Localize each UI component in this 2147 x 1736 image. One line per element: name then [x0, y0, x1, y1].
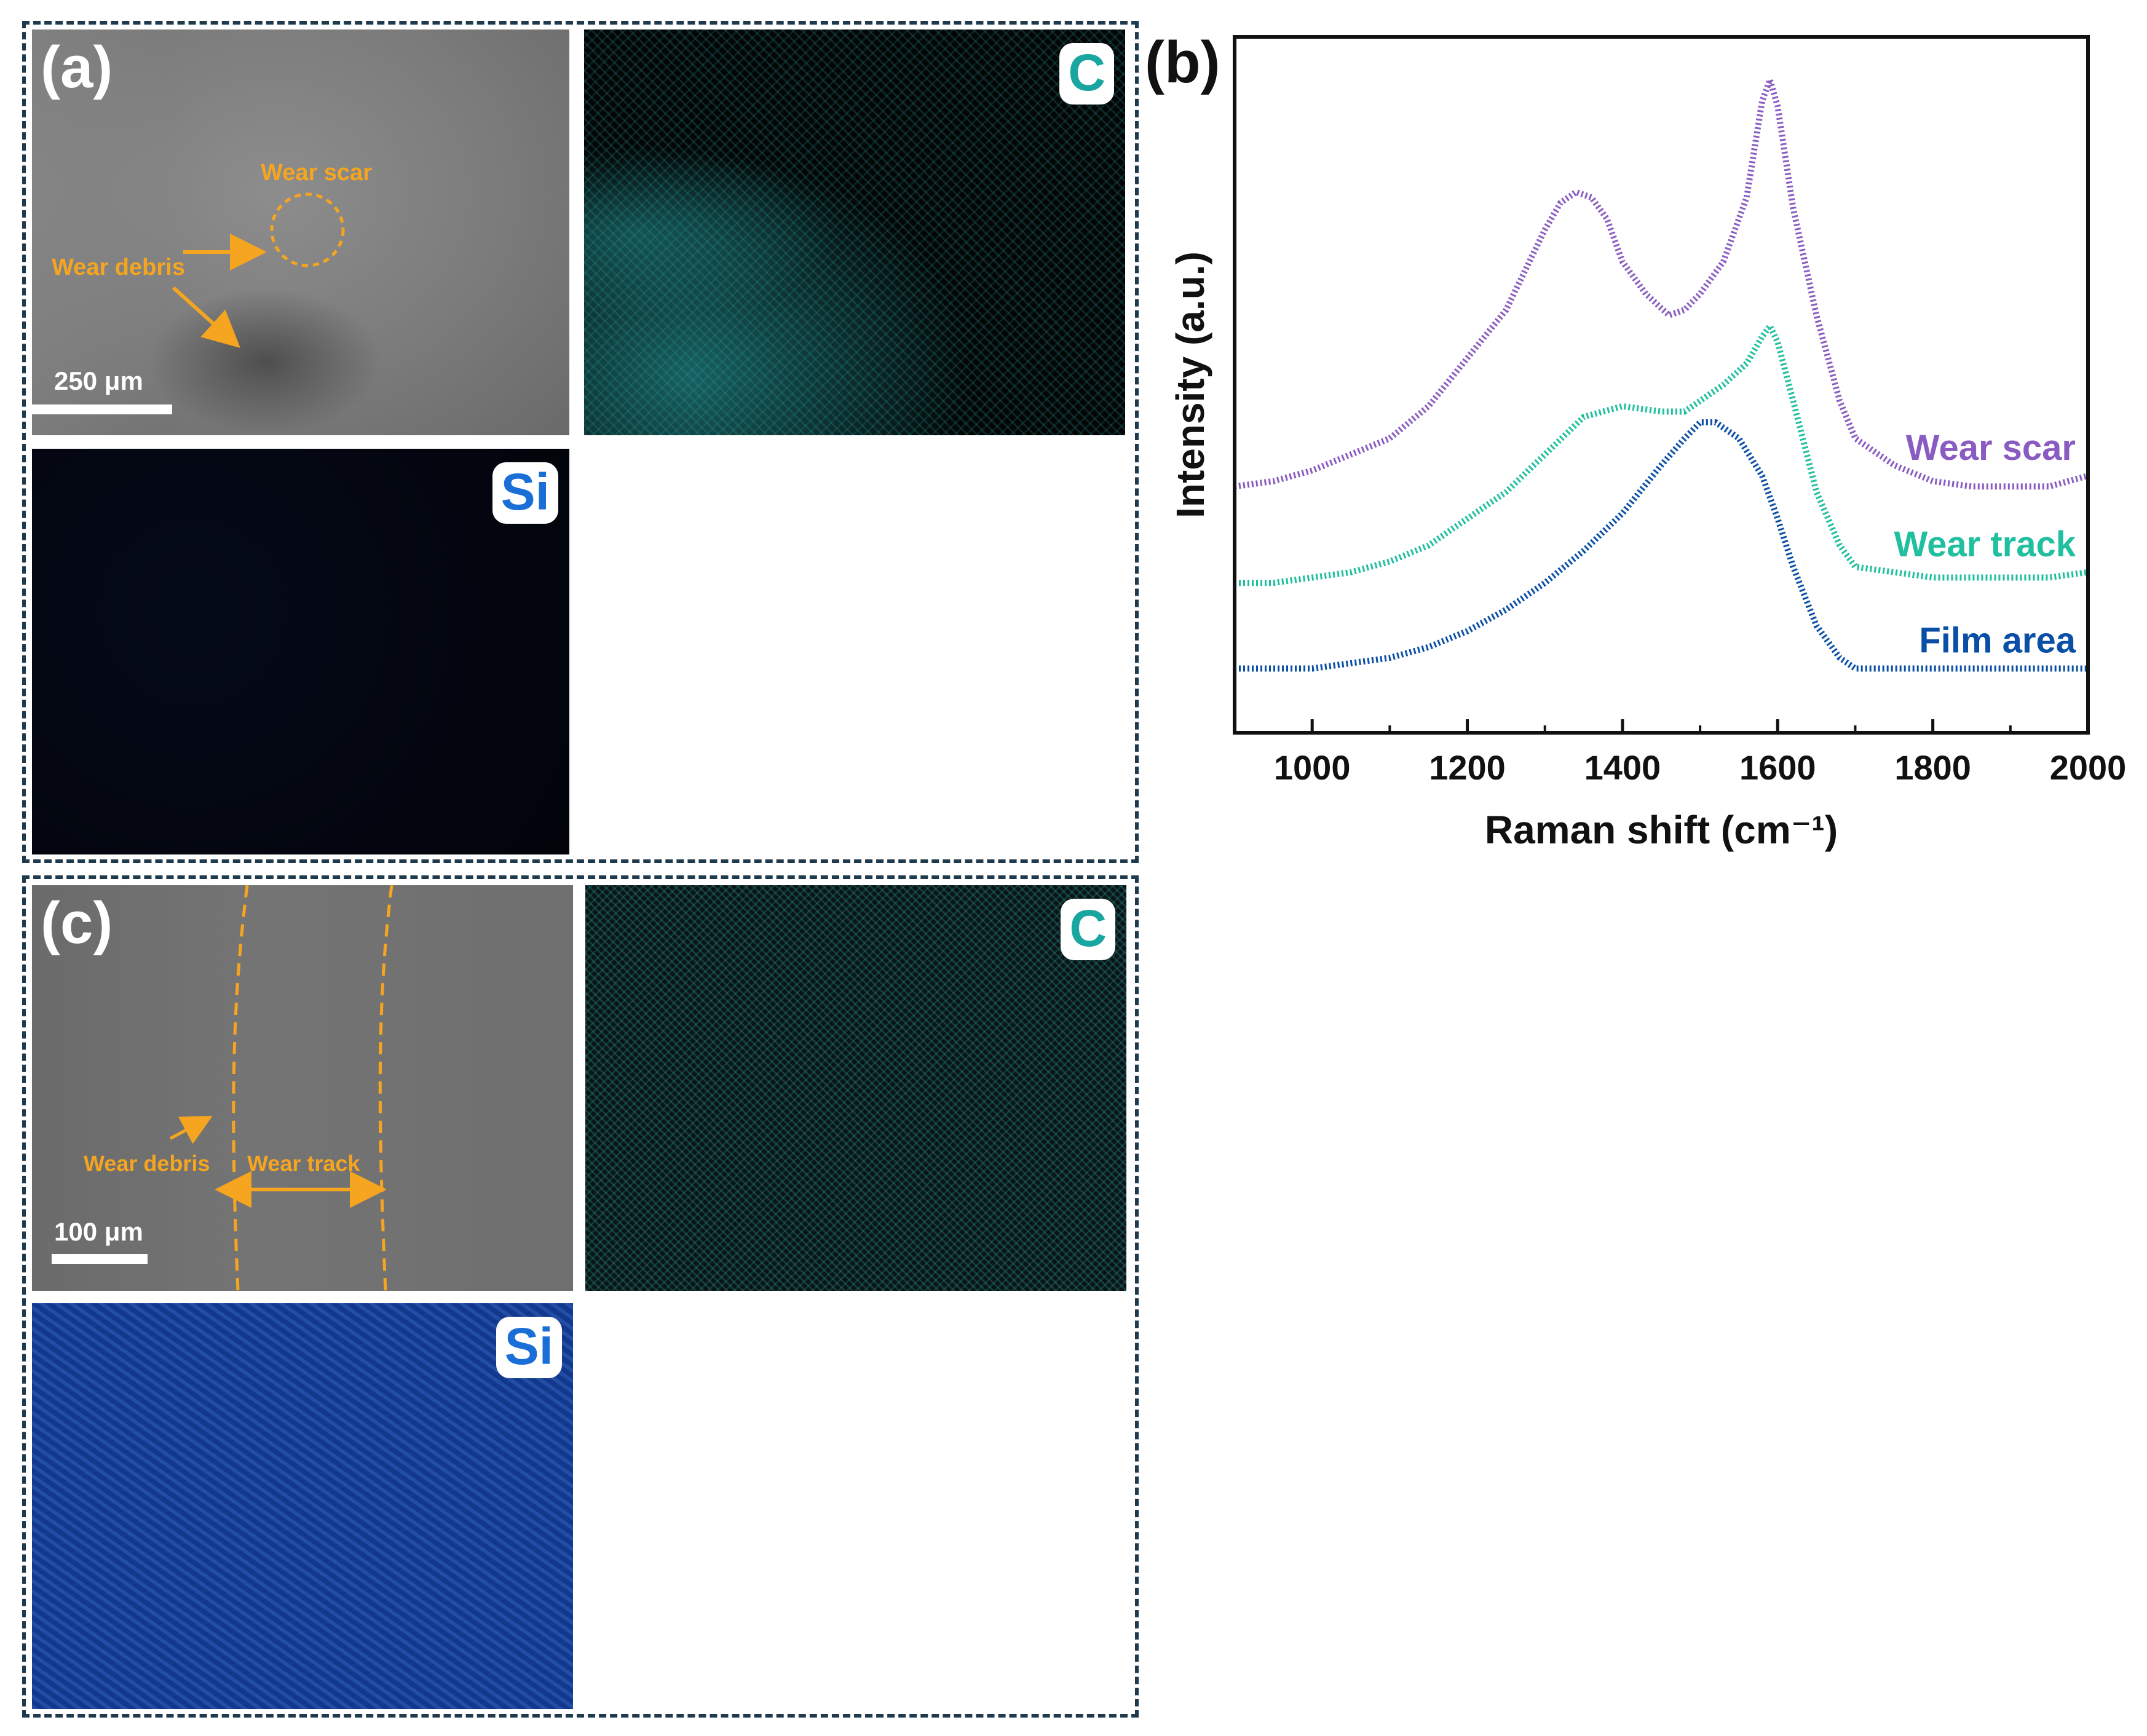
series-label-wear-scar: Wear scar — [1906, 428, 2076, 468]
element-badge-si-a: Si — [492, 462, 558, 524]
element-badge-si-c: Si — [496, 1317, 562, 1378]
wear-track-boundary-left — [232, 885, 249, 1291]
panel-c-si-map: Si — [32, 1303, 573, 1709]
x-tick-label-1000: 1000 — [1274, 748, 1351, 787]
panel-c-label: (c) — [41, 890, 113, 956]
scale-bar-a — [32, 404, 172, 414]
x-tick-label-1400: 1400 — [1584, 748, 1661, 787]
plot-frame — [1233, 35, 2090, 735]
wear-track-boundary-right — [378, 885, 393, 1291]
panel-a-label: (a) — [41, 34, 113, 100]
panel-b-label: (b) — [1145, 30, 1220, 95]
x-axis-title: Raman shift (cm⁻¹) — [1485, 808, 1838, 852]
panel-c-c-map: C — [585, 885, 1126, 1291]
panel-c-group — [22, 875, 1139, 1718]
wear-debris-arrow-c — [169, 1116, 213, 1144]
panel-a-si-map: Si — [32, 449, 569, 854]
scale-bar-label-c: 100 μm — [54, 1217, 143, 1246]
wear-scar-label: Wear scar — [261, 160, 372, 186]
element-badge-c-a: C — [1059, 43, 1114, 105]
element-badge-c-c: C — [1061, 899, 1115, 960]
scale-bar-label-a: 250 μm — [54, 366, 143, 395]
raman-chart: 1000 1200 1400 1600 1800 2000 Raman shift (cm… — [1168, 35, 2127, 852]
series-line-wear-scar — [1234, 76, 2089, 490]
panel-a-group — [22, 21, 1139, 863]
panel-c-annotations — [169, 885, 393, 1291]
x-tick-label-1200: 1200 — [1429, 748, 1506, 787]
wear-debris-label-a: Wear debris — [52, 254, 185, 280]
panel-a-sem-image: (a) Wear scar Wear debris 250 μm — [32, 30, 569, 435]
panel-c-sem-image: (c) Wear debris Wear track 100 μm — [32, 885, 573, 1291]
scale-bar-c — [52, 1254, 148, 1264]
x-tick-label-2000: 2000 — [2050, 748, 2127, 787]
series-label-film-area: Film area — [1919, 621, 2076, 661]
series-label-wear-track: Wear track — [1894, 524, 2076, 564]
wear-debris-label-c: Wear debris — [84, 1151, 210, 1176]
y-axis-title: Intensity (a.u.) — [1168, 251, 1212, 518]
wear-track-label: Wear track — [247, 1151, 360, 1176]
panel-a-c-map: C — [584, 30, 1125, 435]
wear-scar-circle — [270, 192, 345, 267]
series-line-film-area — [1235, 419, 2088, 672]
panel-a-annotations — [172, 192, 345, 349]
x-tick-label-1800: 1800 — [1894, 748, 1971, 787]
series-line-wear-track — [1235, 323, 2089, 586]
x-tick-label-1600: 1600 — [1739, 748, 1816, 787]
wear-debris-arrow-2 — [172, 286, 240, 349]
